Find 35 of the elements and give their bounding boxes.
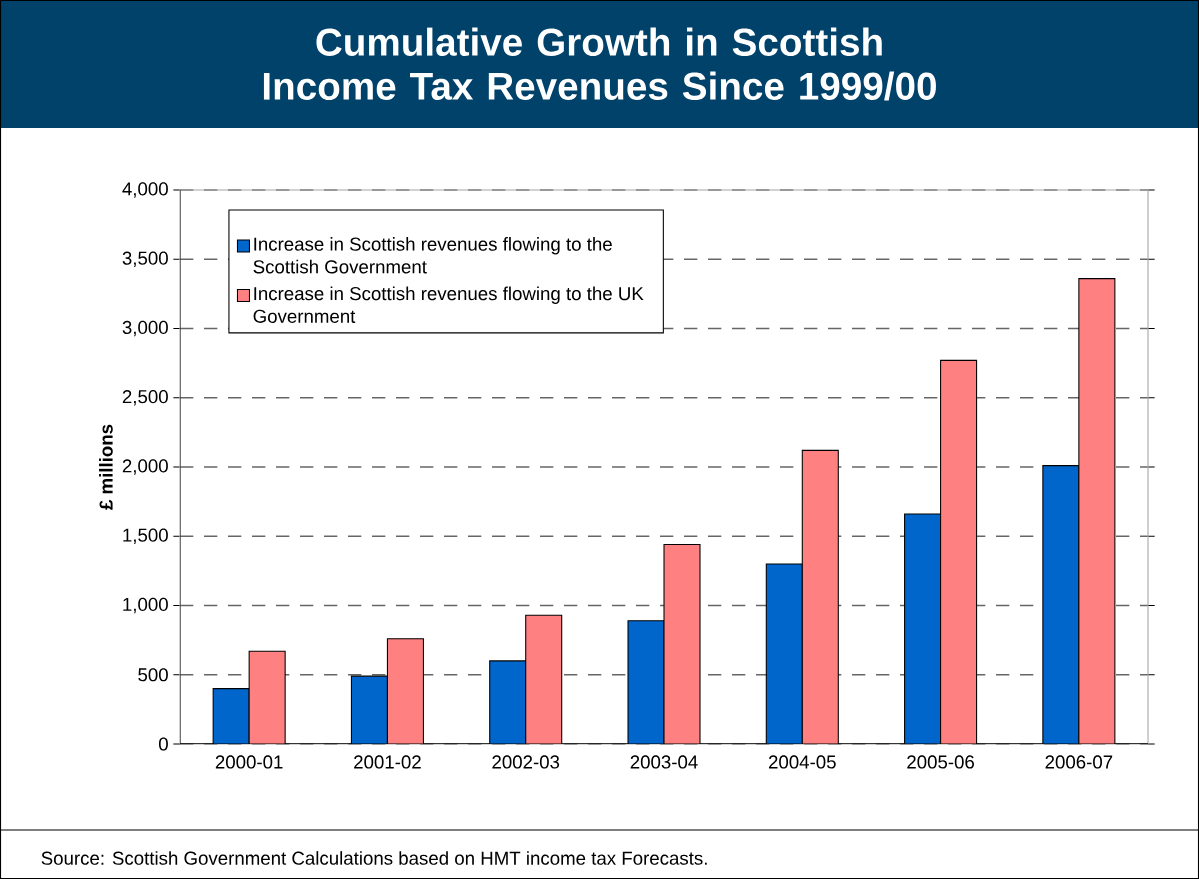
bar	[801, 449, 839, 744]
bar	[386, 638, 424, 744]
x-tick-label: 2006-07	[1045, 755, 1113, 769]
bar	[1042, 465, 1080, 744]
y-tick-label: 3,500	[122, 251, 168, 267]
y-tick-label: 3,000	[122, 320, 168, 337]
x-tick-label: 2004-05	[768, 755, 836, 769]
bar	[765, 563, 803, 744]
y-tick-label: 500	[138, 668, 168, 682]
x-tick-label: 2003-04	[630, 755, 698, 769]
y-tick-label: 2,500	[122, 390, 168, 406]
bar	[350, 675, 388, 744]
legend-label: Increase in Scottish revenues flowing to the UK Government	[253, 286, 644, 323]
y-tick-label: 1,500	[123, 528, 168, 544]
y-axis-title: £ millions	[99, 424, 113, 510]
x-tick-label: 2002-03	[492, 755, 560, 769]
bar	[940, 359, 978, 744]
chart-title: Cumulative Growth in Scottish Income Tax Revenues Since 1999/00	[263, 27, 936, 101]
bar	[489, 660, 527, 744]
legend-label: Increase in Scottish revenues flowing to the Scottish Government	[253, 237, 612, 274]
bar	[1078, 278, 1116, 744]
bar	[904, 513, 942, 744]
x-tick-label: 2005-06	[907, 755, 974, 769]
bar	[212, 688, 250, 744]
y-tick-label: 1,000	[123, 597, 168, 614]
y-tick-label: 4,000	[122, 182, 168, 198]
source-note: Source: Scottish Government Calculations based on HMT income tax Forecasts.	[41, 851, 707, 865]
bar	[248, 650, 286, 744]
y-tick-label: 2,000	[122, 459, 168, 475]
x-tick-label: 2000-01	[215, 755, 283, 769]
y-tick-label: 0	[158, 737, 168, 751]
bar	[663, 544, 701, 744]
x-tick-label: 2001-02	[354, 755, 421, 769]
bar	[525, 614, 563, 744]
bar	[627, 620, 665, 744]
